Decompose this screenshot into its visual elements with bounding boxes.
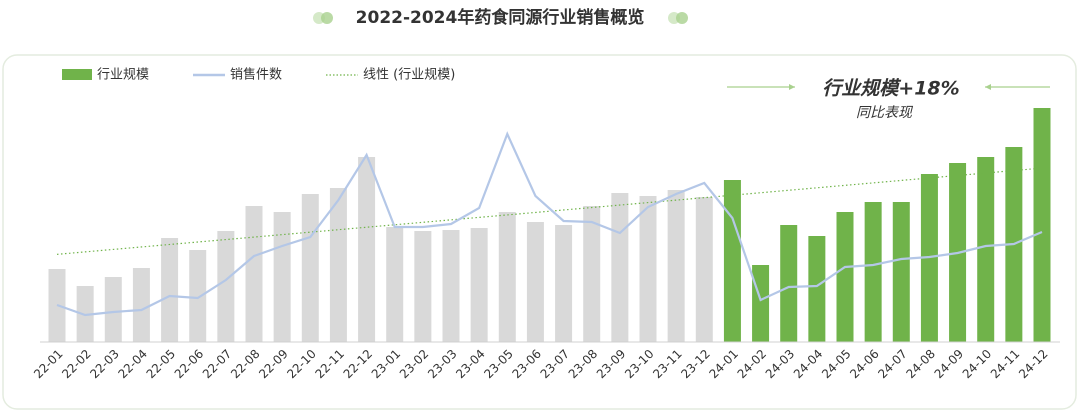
annotation-arrow — [985, 84, 991, 90]
chart-title: 2022-2024年药食同源行业销售概览 — [356, 7, 645, 28]
annotation-arrow — [789, 84, 795, 90]
trendline — [56, 167, 1043, 255]
bar — [442, 230, 460, 342]
bar — [301, 194, 319, 342]
bar — [104, 277, 122, 342]
legend-swatch — [62, 69, 92, 80]
bar — [498, 212, 516, 342]
bar — [1033, 108, 1051, 342]
bar — [555, 225, 573, 342]
bar — [189, 250, 207, 342]
legend-label: 线性 (行业规模) — [363, 68, 455, 83]
legend-label: 销售件数 — [230, 67, 282, 83]
bar — [273, 212, 291, 342]
bar — [583, 206, 601, 342]
bar — [358, 157, 376, 342]
bar — [695, 197, 713, 342]
bar — [864, 202, 882, 342]
bar — [667, 190, 685, 342]
bar — [892, 202, 910, 342]
bar — [836, 212, 854, 342]
bar — [977, 157, 995, 342]
bar — [470, 228, 488, 342]
bar — [752, 265, 770, 342]
bar — [808, 236, 826, 342]
bar — [217, 231, 235, 342]
bar — [611, 193, 629, 342]
bar — [526, 222, 544, 342]
bar — [414, 231, 432, 342]
title-icon — [313, 12, 688, 24]
legend-label: 行业规模 — [97, 68, 149, 83]
bar — [245, 206, 263, 342]
line — [56, 131, 1043, 317]
bar — [780, 225, 798, 342]
bar — [723, 180, 741, 342]
bar — [639, 196, 657, 342]
annotation-subtitle: 同比表现 — [856, 105, 914, 121]
bar — [386, 227, 404, 342]
bar — [329, 188, 347, 342]
bar — [132, 268, 150, 342]
annotation-title: 行业规模+18% — [822, 78, 959, 100]
bar — [161, 238, 179, 342]
